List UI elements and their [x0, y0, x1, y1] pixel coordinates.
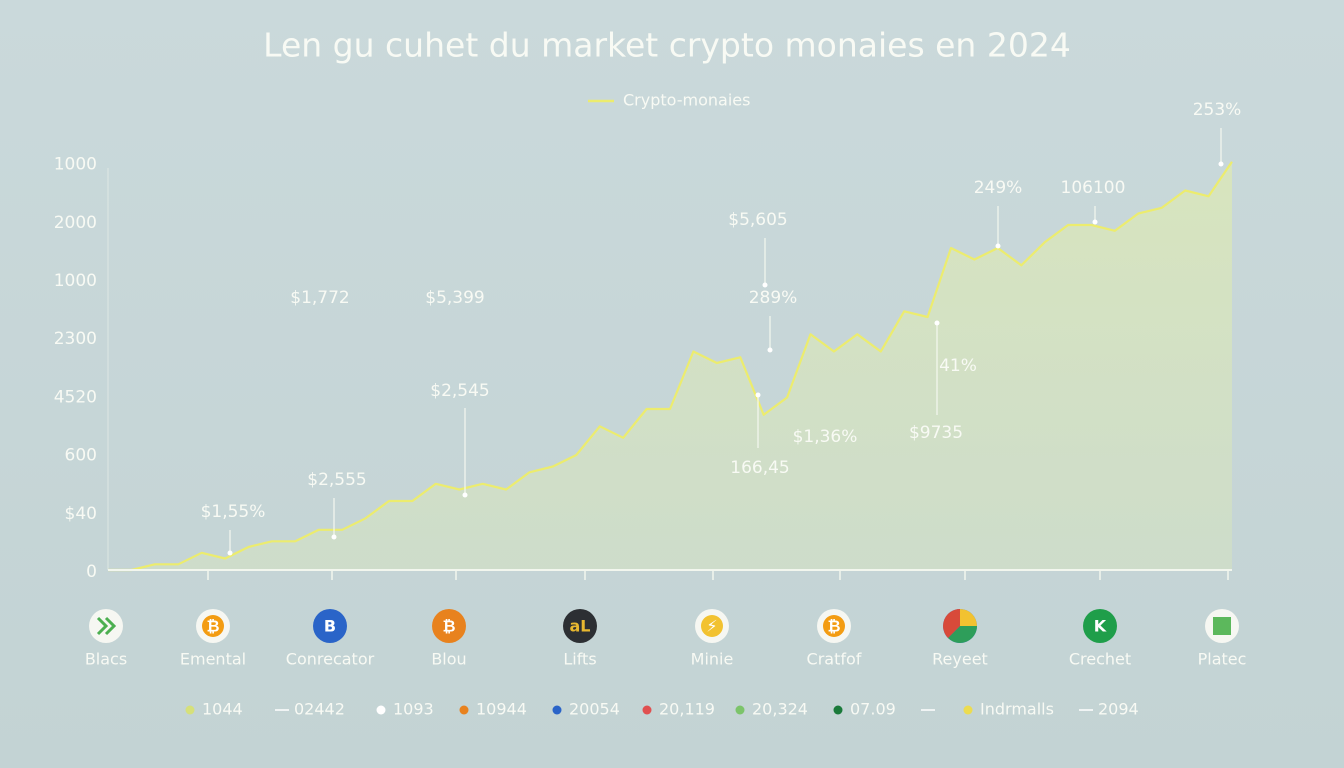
- legend-marker: [735, 705, 745, 715]
- annotation: $2,555: [307, 470, 366, 490]
- annotation: $1,55%: [201, 502, 266, 522]
- category-icon-glyph: ₿: [442, 617, 455, 636]
- y-axis-label: $40: [65, 504, 97, 524]
- category-icon-inner: [701, 615, 723, 637]
- y-axis-label: 1000: [54, 155, 97, 175]
- category-icon: [1083, 609, 1117, 643]
- line: [108, 161, 1233, 572]
- annotation-dot: [767, 347, 773, 353]
- annotation-dot: [762, 282, 768, 288]
- annotation: $1,36%: [793, 427, 858, 447]
- annotation: 166,45: [730, 458, 789, 478]
- legend-marker: [552, 705, 562, 715]
- legend-marker: [833, 705, 843, 715]
- legend-marker: [642, 705, 652, 715]
- annotation-dot: [934, 320, 940, 326]
- chart-title: Len gu cuhet du market crypto monaies en…: [263, 26, 1071, 65]
- legend-label: 1044: [202, 700, 243, 719]
- y-axis-label: 4520: [54, 387, 97, 407]
- annotation-dot: [995, 243, 1001, 249]
- x-tick-label: Minie: [691, 650, 734, 669]
- annotation: $2,545: [430, 381, 489, 401]
- category-icon-glyph: aL: [570, 617, 591, 636]
- annotation: $9735: [909, 423, 963, 443]
- category-icon: [313, 609, 347, 643]
- annotation-dot: [331, 534, 337, 540]
- legend-label: 10944: [476, 700, 527, 719]
- x-tick-label: Crechet: [1069, 650, 1131, 669]
- y-axis-label: 600: [65, 446, 97, 466]
- category-icon-mark: [960, 609, 977, 626]
- category-icon-glyph: ₿: [206, 617, 219, 636]
- legend-marker: [185, 705, 195, 715]
- category-icon-inner: [202, 615, 224, 637]
- legend-marker: [459, 705, 469, 715]
- category-icon-mark: [96, 616, 117, 636]
- annotation-dot: [1218, 161, 1224, 167]
- category-icon: [432, 609, 466, 643]
- annotation: $5,605: [728, 210, 787, 230]
- category-icon-glyph: B: [324, 617, 336, 636]
- legend-label: 07.09: [850, 700, 896, 719]
- x-tick-label: Blacs: [85, 650, 127, 669]
- category-icon-inner: [823, 615, 845, 637]
- annotation: $1,772: [290, 288, 349, 308]
- annotation: 106100: [1061, 178, 1126, 198]
- x-tick-label: Cratfof: [807, 650, 862, 669]
- legend-label: Crypto-monaies: [623, 91, 750, 110]
- x-tick-label: Lifts: [563, 650, 596, 669]
- x-tick-label: Blou: [431, 650, 466, 669]
- legend-label: Indrmalls: [980, 700, 1054, 719]
- y-axis-label: 2000: [54, 213, 97, 233]
- legend-label: 1093: [393, 700, 434, 719]
- legend-label: 2094: [1098, 700, 1139, 719]
- annotation-dot: [1092, 219, 1098, 225]
- category-icon-glyph: ⚡: [706, 617, 717, 636]
- x-tick-label: Reyeet: [932, 650, 988, 669]
- legend-marker: [963, 705, 973, 715]
- annotation-dot: [227, 550, 233, 556]
- category-icon: [563, 609, 597, 643]
- annotation-dot: [755, 392, 761, 398]
- area: [108, 161, 1232, 571]
- legend-marker: [376, 705, 386, 715]
- annotation: $5,399: [425, 288, 484, 308]
- legend-label: 02442: [294, 700, 345, 719]
- legend-label: 20,119: [659, 700, 715, 719]
- y-axis-label: 1000: [54, 271, 97, 291]
- y-axis-label: 0: [86, 562, 97, 582]
- annotation-dot: [462, 492, 468, 498]
- category-icon-glyph: K: [1094, 617, 1107, 636]
- y-axis-label: 2300: [54, 329, 97, 349]
- category-icon-glyph: ₿: [827, 617, 840, 636]
- annotation: 253%: [1193, 100, 1242, 120]
- annotation: 41%: [939, 356, 977, 376]
- x-tick-label: Conrecator: [286, 650, 375, 669]
- legend-label: 20054: [569, 700, 620, 719]
- x-tick-label: Platec: [1198, 650, 1247, 669]
- legend-label: 20,324: [752, 700, 808, 719]
- category-icon-mark: [1213, 617, 1231, 635]
- category-icon-mark: [948, 626, 977, 643]
- annotation: 289%: [749, 288, 798, 308]
- category-icon-mark: [943, 609, 960, 638]
- x-tick-label: Emental: [180, 650, 246, 669]
- annotation: 249%: [974, 178, 1023, 198]
